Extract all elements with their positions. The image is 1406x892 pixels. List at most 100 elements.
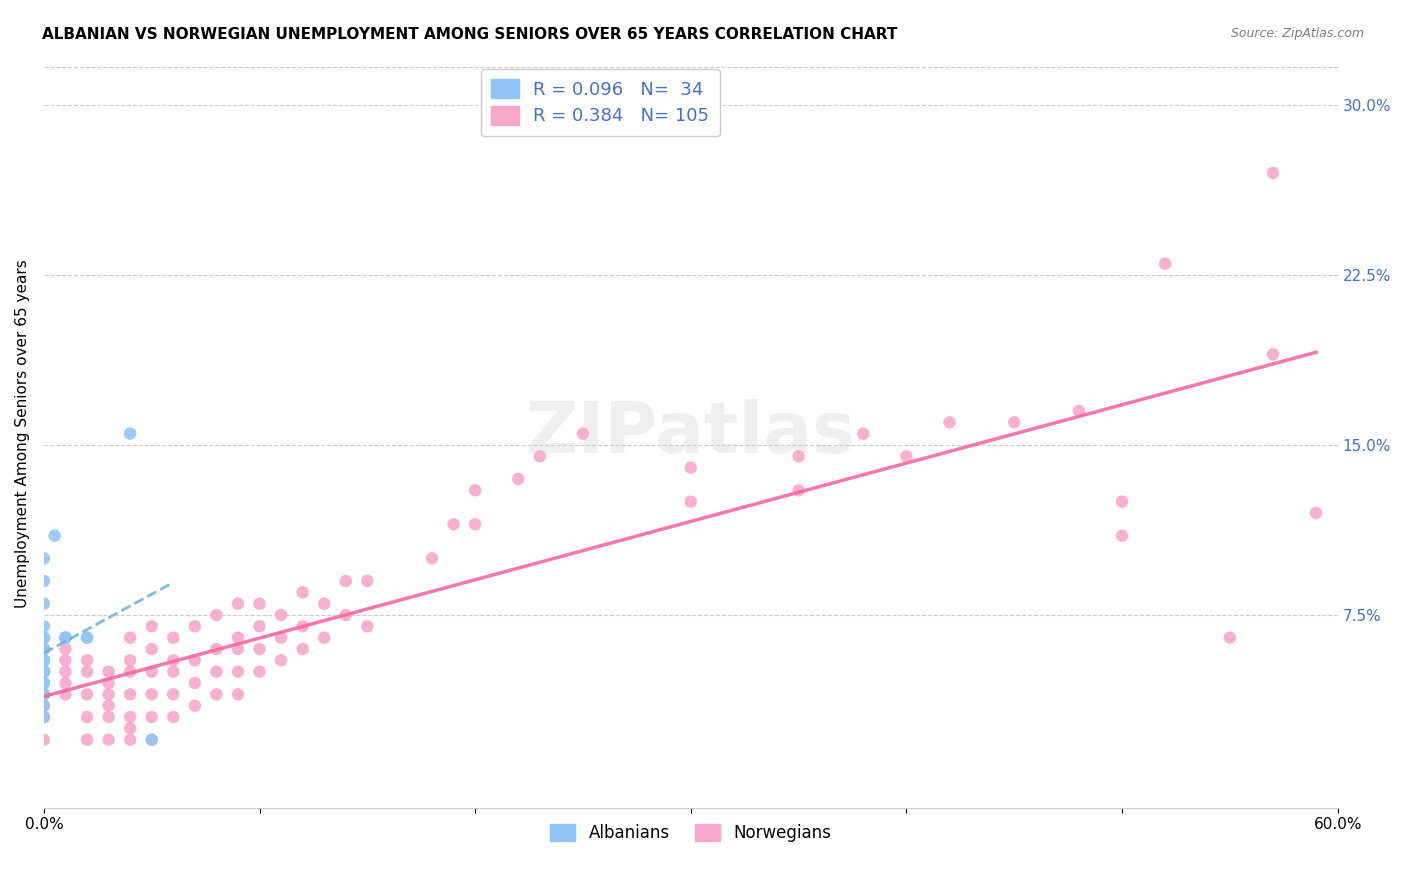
Point	[679, 460, 702, 475]
Point	[226, 631, 249, 645]
Point	[1111, 494, 1133, 508]
Point	[55, 631, 77, 645]
Point	[356, 574, 378, 588]
Point	[679, 494, 702, 508]
Point	[291, 642, 314, 657]
Point	[141, 665, 163, 679]
Point	[97, 698, 120, 713]
Point	[141, 710, 163, 724]
Point	[226, 687, 249, 701]
Point	[32, 551, 55, 566]
Point	[32, 676, 55, 690]
Point	[1002, 415, 1025, 429]
Point	[32, 687, 55, 701]
Point	[32, 574, 55, 588]
Point	[291, 585, 314, 599]
Legend: R = 0.096   N=  34, R = 0.384   N= 105: R = 0.096 N= 34, R = 0.384 N= 105	[481, 69, 720, 136]
Point	[55, 631, 77, 645]
Point	[141, 687, 163, 701]
Point	[32, 597, 55, 611]
Point	[335, 574, 357, 588]
Point	[226, 597, 249, 611]
Point	[32, 698, 55, 713]
Point	[32, 665, 55, 679]
Point	[120, 722, 142, 736]
Point	[162, 687, 184, 701]
Point	[314, 631, 336, 645]
Point	[32, 642, 55, 657]
Point	[270, 653, 292, 667]
Point	[76, 710, 98, 724]
Point	[508, 472, 530, 486]
Point	[162, 653, 184, 667]
Point	[314, 597, 336, 611]
Point	[572, 426, 595, 441]
Point	[356, 619, 378, 633]
Point	[55, 653, 77, 667]
Point	[249, 642, 271, 657]
Point	[141, 732, 163, 747]
Point	[32, 642, 55, 657]
Point	[32, 631, 55, 645]
Point	[76, 732, 98, 747]
Point	[32, 687, 55, 701]
Point	[270, 607, 292, 622]
Point	[335, 607, 357, 622]
Point	[32, 653, 55, 667]
Point	[32, 687, 55, 701]
Point	[120, 687, 142, 701]
Point	[184, 653, 207, 667]
Point	[1261, 347, 1284, 361]
Point	[32, 653, 55, 667]
Point	[32, 665, 55, 679]
Point	[32, 642, 55, 657]
Point	[852, 426, 875, 441]
Point	[162, 631, 184, 645]
Point	[32, 642, 55, 657]
Point	[76, 653, 98, 667]
Point	[120, 732, 142, 747]
Point	[97, 665, 120, 679]
Point	[32, 676, 55, 690]
Point	[55, 631, 77, 645]
Point	[97, 732, 120, 747]
Point	[76, 631, 98, 645]
Point	[1305, 506, 1327, 520]
Point	[529, 450, 551, 464]
Point	[32, 710, 55, 724]
Point	[249, 619, 271, 633]
Point	[32, 653, 55, 667]
Point	[120, 665, 142, 679]
Point	[162, 710, 184, 724]
Point	[32, 687, 55, 701]
Point	[205, 687, 228, 701]
Point	[184, 676, 207, 690]
Point	[32, 653, 55, 667]
Point	[141, 642, 163, 657]
Point	[249, 597, 271, 611]
Point	[141, 619, 163, 633]
Point	[205, 642, 228, 657]
Point	[787, 450, 810, 464]
Point	[226, 642, 249, 657]
Point	[226, 665, 249, 679]
Point	[120, 631, 142, 645]
Point	[1067, 404, 1090, 418]
Point	[97, 676, 120, 690]
Point	[32, 665, 55, 679]
Point	[55, 687, 77, 701]
Point	[120, 710, 142, 724]
Point	[32, 665, 55, 679]
Point	[32, 619, 55, 633]
Point	[32, 732, 55, 747]
Point	[787, 483, 810, 498]
Point	[270, 631, 292, 645]
Point	[55, 631, 77, 645]
Point	[44, 529, 66, 543]
Point	[464, 483, 486, 498]
Point	[97, 710, 120, 724]
Point	[32, 631, 55, 645]
Point	[162, 665, 184, 679]
Point	[205, 607, 228, 622]
Text: ALBANIAN VS NORWEGIAN UNEMPLOYMENT AMONG SENIORS OVER 65 YEARS CORRELATION CHART: ALBANIAN VS NORWEGIAN UNEMPLOYMENT AMONG…	[42, 27, 897, 42]
